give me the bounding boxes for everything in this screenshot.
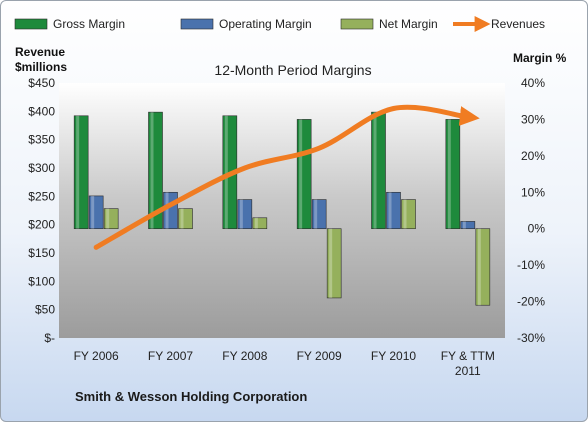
legend-label: Revenues xyxy=(491,17,545,31)
category-label: 2011 xyxy=(455,364,481,378)
left-axis-title: $millions xyxy=(15,60,67,74)
gross-margin-bar xyxy=(296,119,312,230)
legend-label: Net Margin xyxy=(379,17,438,31)
right-tick-label: -10% xyxy=(517,258,545,272)
operating-margin-bar xyxy=(460,221,476,230)
category-label: FY & TTM xyxy=(441,349,495,363)
operating-margin-bar xyxy=(386,191,401,230)
left-tick-label: $350 xyxy=(28,133,55,147)
left-tick-label: $250 xyxy=(28,189,55,203)
revenue-line-group xyxy=(93,104,480,250)
gross-margin-bar xyxy=(371,111,386,230)
left-axis-title: Revenue xyxy=(15,45,65,59)
right-tick-label: -20% xyxy=(517,295,545,309)
legend-item-revenues: Revenues xyxy=(453,16,545,32)
left-tick-label: $200 xyxy=(28,218,55,232)
right-tick-label: 40% xyxy=(521,76,545,90)
gross-margin-bar xyxy=(445,119,461,230)
left-tick-label: $100 xyxy=(28,274,55,288)
right-tick-label: -30% xyxy=(517,331,545,345)
chart-title: 12-Month Period Margins xyxy=(214,62,371,78)
operating-margin-bar xyxy=(88,195,104,230)
category-label: FY 2007 xyxy=(148,349,193,363)
footer-company-name: Smith & Wesson Holding Corporation xyxy=(75,389,308,404)
revenues-line xyxy=(93,104,480,250)
net-margin-bar xyxy=(326,228,342,299)
right-tick-label: 20% xyxy=(521,149,545,163)
legend-label: Gross Margin xyxy=(53,17,125,31)
left-tick-label: $- xyxy=(44,331,55,345)
net-margin-bar xyxy=(475,228,491,306)
net-margin-bar xyxy=(401,199,416,230)
category-label: FY 2008 xyxy=(222,349,267,363)
legend-item-gross-margin: Gross Margin xyxy=(14,17,125,31)
right-axis-title: Margin % xyxy=(513,51,567,65)
left-tick-label: $300 xyxy=(28,161,55,175)
category-label: FY 2010 xyxy=(371,349,416,363)
net-margin-bar xyxy=(252,217,268,230)
category-label: FY 2009 xyxy=(297,349,342,363)
legend-swatch xyxy=(340,18,374,30)
bars-group xyxy=(73,111,491,306)
right-tick-label: 10% xyxy=(521,185,545,199)
legend-item-net-margin: Net Margin xyxy=(340,17,438,31)
legend-swatch xyxy=(14,18,48,30)
net-margin-bar xyxy=(178,208,193,230)
legend-label: Operating Margin xyxy=(219,17,312,31)
gross-margin-bar xyxy=(73,115,89,230)
left-tick-label: $50 xyxy=(35,303,55,317)
left-tick-label: $150 xyxy=(28,246,55,260)
axes-group: $- $50 $100 $150 $200 $250 $300 $350 $400 $450 -30… xyxy=(15,45,567,378)
left-tick-label: $400 xyxy=(28,104,55,118)
right-tick-label: 0% xyxy=(528,222,546,236)
right-tick-label: 30% xyxy=(521,112,545,126)
legend-swatch xyxy=(180,18,214,30)
plot-area xyxy=(59,83,505,338)
operating-margin-bar xyxy=(163,191,178,230)
gross-margin-bar xyxy=(148,111,163,230)
operating-margin-bar xyxy=(311,199,327,230)
category-label: FY 2006 xyxy=(74,349,119,363)
left-tick-label: $450 xyxy=(28,76,55,90)
net-margin-bar xyxy=(103,208,119,230)
legend: Gross Margin Operating Margin Net Margin Re… xyxy=(14,16,545,32)
operating-margin-bar xyxy=(237,199,253,230)
legend-item-operating-margin: Operating Margin xyxy=(180,17,312,31)
